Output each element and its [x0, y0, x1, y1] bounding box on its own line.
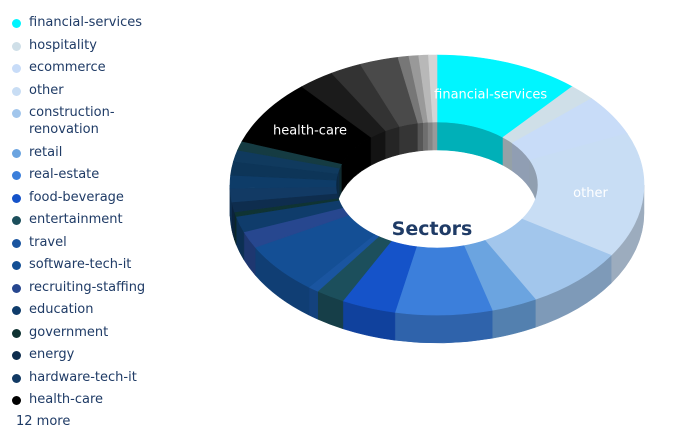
legend-item[interactable]: ecommerce — [10, 59, 210, 76]
legend-label: financial-services — [29, 15, 143, 30]
legend-swatch — [12, 373, 21, 383]
legend-label: education — [29, 302, 94, 317]
slice-inner-wall — [399, 122, 419, 155]
legend-label: software-tech-it — [29, 257, 132, 272]
legend-swatch — [12, 216, 21, 225]
slice-labels: financial-services other health-care — [273, 88, 609, 201]
donut-sides — [229, 184, 645, 344]
legend-swatch — [12, 351, 21, 360]
legend-swatch — [12, 396, 21, 405]
legend-more-link[interactable]: 12 more — [16, 413, 71, 429]
legend-item[interactable]: financial-services — [10, 14, 210, 31]
pie-slice[interactable] — [428, 54, 438, 123]
legend-label: retail — [29, 144, 63, 160]
slice-inner-wall — [423, 121, 429, 151]
legend-swatch — [12, 283, 21, 293]
slice-side — [308, 286, 318, 320]
legend-item[interactable]: hospitality — [10, 37, 210, 54]
slice-label: health-care — [273, 123, 347, 138]
legend-swatch — [12, 261, 21, 270]
legend-label: government — [29, 324, 109, 340]
slice-inner-wall — [339, 162, 343, 197]
legend-label: ecommerce — [29, 60, 106, 75]
legend-item[interactable]: travel — [10, 234, 210, 251]
legend-label: travel — [29, 234, 67, 250]
donut-top — [229, 54, 645, 316]
legend-swatch — [12, 328, 21, 338]
legend-swatch — [12, 171, 21, 180]
legend-label: hardware-tech-it — [29, 369, 137, 385]
legend-swatch — [12, 86, 21, 96]
legend-item[interactable]: education — [10, 301, 210, 318]
chart-title: Sectors — [392, 218, 473, 240]
slice-label: financial-services — [434, 88, 547, 103]
legend-swatch — [12, 41, 21, 51]
legend-item[interactable]: real-estate — [10, 166, 210, 183]
legend-item[interactable]: food-beverage — [10, 189, 210, 206]
legend-label: other — [29, 82, 64, 98]
legend-swatch — [12, 193, 21, 203]
legend-item[interactable]: retail — [10, 144, 210, 161]
legend-item[interactable]: other — [10, 82, 210, 99]
legend-item[interactable]: entertainment — [10, 211, 210, 228]
legend-label: entertainment — [29, 212, 123, 227]
legend-item[interactable]: government — [10, 324, 210, 341]
legend-item[interactable]: hardware-tech-it — [10, 369, 210, 386]
legend-label: construction-renovation — [29, 105, 115, 137]
chart-legend: financial-services hospitality ecommerce ot… — [10, 14, 210, 429]
pie-slice[interactable] — [521, 133, 645, 256]
legend-label: real-estate — [29, 167, 100, 182]
legend-item[interactable]: recruiting-staffing — [10, 279, 210, 296]
slice-inner-wall — [417, 122, 424, 152]
slice-inner-wall — [432, 121, 438, 151]
slice-inner-wall — [427, 121, 434, 151]
legend-item[interactable]: energy — [10, 346, 210, 363]
legend-swatch — [12, 306, 21, 315]
legend-label: energy — [29, 347, 75, 362]
legend-swatch — [12, 148, 21, 158]
legend-item[interactable]: construction-renovation — [10, 104, 210, 138]
legend-label: hospitality — [29, 37, 97, 53]
slice-label: other — [573, 186, 608, 201]
legend-item[interactable]: software-tech-it — [10, 256, 210, 273]
legend-swatch — [12, 64, 21, 73]
slice-inner-wall — [385, 126, 400, 160]
legend-label: recruiting-staffing — [29, 279, 146, 295]
legend-swatch — [12, 109, 21, 118]
legend-label: health-care — [29, 392, 104, 407]
legend-label: food-beverage — [29, 189, 124, 205]
legend-swatch — [12, 19, 21, 28]
legend-swatch — [12, 238, 21, 248]
legend-item[interactable]: health-care — [10, 391, 210, 408]
